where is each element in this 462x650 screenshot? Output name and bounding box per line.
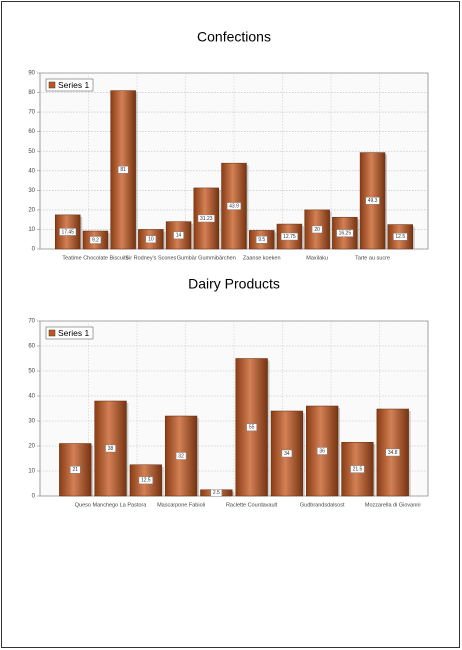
y-tick-label: 10 bbox=[28, 469, 35, 475]
chart-title: Confections bbox=[197, 29, 271, 45]
y-tick-label: 50 bbox=[28, 149, 35, 155]
value-label-box bbox=[89, 236, 102, 244]
x-tick-label: Tarte au sucre bbox=[355, 255, 390, 261]
value-label: 21.5 bbox=[353, 466, 363, 472]
y-tick-label: 30 bbox=[28, 188, 35, 194]
value-label-box bbox=[138, 476, 153, 485]
value-label-box bbox=[385, 448, 400, 457]
value-label: 38 bbox=[108, 446, 114, 452]
x-tick-label: Gumbär Gummibärchen bbox=[177, 255, 236, 261]
value-label-box bbox=[59, 228, 77, 236]
value-label-box bbox=[173, 231, 184, 240]
value-label-box bbox=[145, 235, 157, 243]
legend-swatch bbox=[48, 329, 56, 337]
y-tick-label: 50 bbox=[28, 369, 35, 375]
legend-label: Series 1 bbox=[58, 80, 89, 90]
legend-swatch bbox=[48, 81, 56, 89]
value-label: 14 bbox=[176, 233, 182, 239]
value-label-box bbox=[281, 449, 293, 458]
value-label: 81 bbox=[120, 167, 126, 173]
x-tick-label: Queso Manchego La Pastora bbox=[75, 502, 147, 508]
value-label: 16.25 bbox=[339, 230, 352, 236]
y-tick-label: 0 bbox=[32, 494, 36, 500]
value-label-box bbox=[175, 452, 187, 460]
value-label-box bbox=[117, 166, 129, 174]
value-label-box bbox=[105, 444, 116, 453]
y-tick-label: 60 bbox=[28, 129, 35, 135]
y-tick-label: 0 bbox=[32, 247, 36, 253]
value-label-box bbox=[210, 489, 223, 497]
y-tick-label: 20 bbox=[28, 207, 35, 213]
value-label: 12.5 bbox=[141, 478, 151, 484]
value-label: 34 bbox=[284, 451, 290, 457]
x-tick-label: Teatime Chocolate Biscuits bbox=[62, 255, 128, 261]
x-tick-label: Zaanse koeken bbox=[243, 255, 281, 261]
value-label-box bbox=[280, 232, 298, 241]
value-label-box bbox=[393, 233, 408, 241]
chart-title: Dairy Products bbox=[188, 276, 280, 292]
value-label: 2.5 bbox=[213, 490, 220, 496]
value-label: 31.23 bbox=[200, 216, 213, 222]
value-label: 21 bbox=[72, 467, 78, 473]
y-tick-label: 70 bbox=[28, 319, 35, 325]
x-tick-label: Raclette Courdavault bbox=[226, 502, 278, 508]
y-tick-label: 20 bbox=[28, 444, 35, 450]
y-tick-label: 60 bbox=[28, 344, 35, 350]
value-label: 20 bbox=[314, 227, 320, 233]
value-label: 36 bbox=[319, 448, 325, 454]
value-label-box bbox=[226, 202, 242, 210]
value-label: 12.75 bbox=[283, 234, 296, 240]
legend-box bbox=[45, 78, 94, 92]
y-tick-label: 30 bbox=[28, 419, 35, 425]
x-tick-label: Maxilaku bbox=[306, 255, 328, 261]
y-tick-label: 40 bbox=[28, 168, 35, 174]
x-tick-label: Sir Rodney's Scones bbox=[125, 255, 176, 261]
value-label: 9.2 bbox=[92, 237, 99, 243]
value-label: 10 bbox=[148, 237, 154, 243]
x-tick-label: Gudbrandsdalsost bbox=[300, 502, 345, 508]
value-label: 55 bbox=[249, 425, 255, 431]
x-tick-label: Mascarpone Fabioli bbox=[157, 502, 205, 508]
value-label: 17.45 bbox=[61, 229, 74, 235]
value-label: 49.3 bbox=[368, 198, 378, 204]
value-label-box bbox=[246, 423, 257, 431]
y-tick-label: 10 bbox=[28, 227, 35, 233]
value-label: 32 bbox=[178, 453, 184, 459]
value-label-box bbox=[256, 236, 268, 244]
value-label: 43.9 bbox=[229, 203, 239, 209]
value-label-box bbox=[70, 466, 81, 474]
x-tick-label: Mozzarella di Giovanni bbox=[365, 502, 421, 508]
value-label-box bbox=[316, 447, 328, 455]
y-tick-label: 70 bbox=[28, 110, 35, 116]
value-label: 34.8 bbox=[388, 450, 398, 456]
value-label: 9.5 bbox=[258, 237, 265, 243]
value-label-box bbox=[365, 197, 380, 205]
value-label-box bbox=[311, 225, 323, 234]
y-tick-label: 90 bbox=[28, 71, 35, 77]
legend-box bbox=[45, 326, 94, 340]
value-label-box bbox=[350, 465, 365, 473]
legend-label: Series 1 bbox=[58, 328, 89, 338]
y-tick-label: 40 bbox=[28, 394, 35, 400]
value-label-box bbox=[336, 229, 354, 237]
value-label: 12.5 bbox=[395, 234, 405, 240]
value-label-box bbox=[197, 214, 215, 223]
y-tick-label: 80 bbox=[28, 90, 35, 96]
